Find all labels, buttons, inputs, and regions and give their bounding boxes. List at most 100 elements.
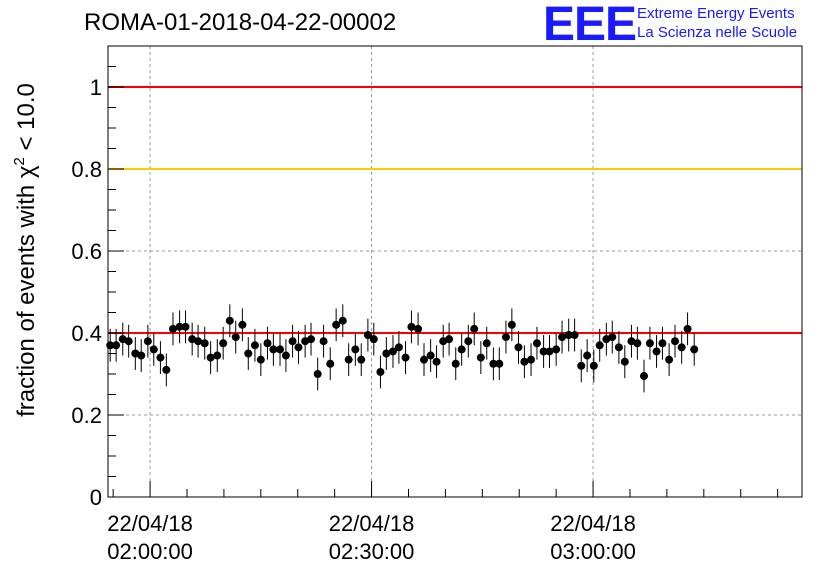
point-marker	[552, 345, 561, 354]
point-marker	[288, 337, 297, 346]
data-point	[181, 310, 190, 344]
point-marker	[640, 372, 649, 381]
reference-lines	[108, 86, 802, 334]
data-point	[238, 308, 247, 342]
point-marker	[495, 359, 504, 368]
point-marker	[338, 316, 347, 325]
point-marker	[137, 351, 146, 360]
data-point	[288, 324, 297, 358]
point-marker	[394, 343, 403, 352]
point-marker	[281, 351, 290, 360]
data-point	[156, 341, 165, 374]
data-point	[476, 341, 485, 374]
x-tick-label-time: 02:30:00	[329, 539, 415, 564]
data-point	[143, 324, 152, 358]
data-point	[432, 345, 441, 379]
y-tick-label: 0.4	[71, 321, 102, 346]
grid	[108, 46, 802, 497]
plot-frame	[107, 45, 803, 498]
data-point	[344, 343, 353, 377]
data-point	[319, 324, 328, 358]
data-point	[363, 318, 372, 352]
point-marker	[507, 320, 516, 329]
data-point	[414, 312, 423, 346]
point-marker	[665, 355, 674, 364]
data-point	[445, 322, 454, 356]
point-marker	[181, 322, 190, 331]
point-marker	[238, 320, 247, 329]
point-marker	[419, 355, 428, 364]
y-tick-label: 0.2	[71, 403, 102, 428]
point-marker	[231, 333, 240, 342]
data-point	[527, 343, 536, 377]
data-point	[206, 341, 215, 374]
x-axis-ticks: 22/04/18 02:00:00 22/04/18 02:30:00 22/04/18…	[107, 481, 779, 564]
point-marker	[658, 339, 667, 348]
data-point	[369, 322, 378, 356]
point-marker	[577, 361, 586, 370]
point-marker	[269, 345, 278, 354]
data-point	[645, 326, 654, 360]
point-marker	[633, 339, 642, 348]
point-marker	[307, 335, 316, 344]
data-point	[677, 330, 686, 364]
point-marker	[445, 335, 454, 344]
point-marker	[401, 353, 410, 362]
data-point	[595, 328, 604, 362]
point-marker	[219, 339, 228, 348]
data-point	[489, 347, 498, 381]
data-point	[244, 337, 253, 370]
point-marker	[570, 331, 579, 340]
point-marker	[363, 331, 372, 340]
y-tick-label: 0	[90, 485, 102, 510]
data-point	[419, 343, 428, 377]
point-marker	[583, 351, 592, 360]
data-point	[307, 322, 316, 356]
point-marker	[451, 359, 460, 368]
data-point	[426, 339, 435, 372]
point-marker	[124, 337, 133, 346]
point-marker	[376, 367, 385, 376]
data-point	[401, 341, 410, 374]
point-marker	[250, 341, 259, 350]
data-point	[558, 320, 567, 354]
data-point	[552, 333, 561, 366]
data-point	[388, 335, 397, 368]
x-tick-label-date: 22/04/18	[107, 511, 193, 536]
point-marker	[614, 343, 623, 352]
data-point	[457, 333, 466, 366]
point-marker	[112, 341, 121, 350]
point-marker	[263, 339, 272, 348]
x-tick-label-date: 22/04/18	[329, 511, 415, 536]
point-marker	[482, 339, 491, 348]
data-point	[137, 339, 146, 372]
data-point	[407, 310, 416, 344]
data-point	[376, 355, 385, 389]
data-point	[495, 347, 504, 381]
data-point	[351, 333, 360, 366]
data-point	[577, 349, 586, 383]
point-marker	[407, 322, 416, 331]
point-marker	[414, 324, 423, 333]
point-marker	[608, 333, 617, 342]
point-marker	[564, 331, 573, 340]
data-point	[640, 359, 649, 393]
data-point	[338, 304, 347, 338]
data-point	[614, 330, 623, 364]
point-marker	[671, 337, 680, 346]
data-point	[382, 337, 391, 370]
point-marker	[369, 335, 378, 344]
y-tick-label: 0.6	[71, 239, 102, 264]
data-point	[168, 312, 177, 346]
eee-logo: EEE	[543, 0, 637, 51]
point-marker	[206, 353, 215, 362]
point-marker	[194, 337, 203, 346]
point-marker	[589, 361, 598, 370]
point-marker	[652, 347, 661, 356]
organization-line-2: La Scienza nelle Scuole	[637, 24, 798, 41]
point-marker	[501, 333, 510, 342]
data-point	[633, 326, 642, 360]
data-point	[213, 339, 222, 372]
chart-title: ROMA-01-2018-04-22-00002	[84, 9, 397, 36]
